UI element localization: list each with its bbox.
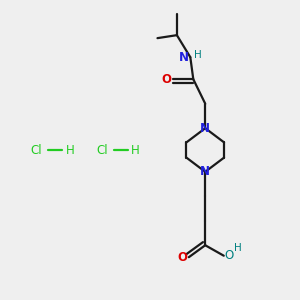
Text: H: H — [234, 243, 242, 253]
Text: N: N — [179, 51, 189, 64]
Text: Cl: Cl — [31, 143, 42, 157]
Text: O: O — [177, 251, 187, 264]
Text: Cl: Cl — [96, 143, 108, 157]
Text: N: N — [200, 165, 210, 178]
Text: H: H — [66, 143, 74, 157]
Text: H: H — [194, 50, 202, 60]
Text: H: H — [131, 143, 140, 157]
Text: O: O — [224, 249, 233, 262]
Text: N: N — [200, 122, 210, 135]
Text: O: O — [161, 73, 171, 86]
